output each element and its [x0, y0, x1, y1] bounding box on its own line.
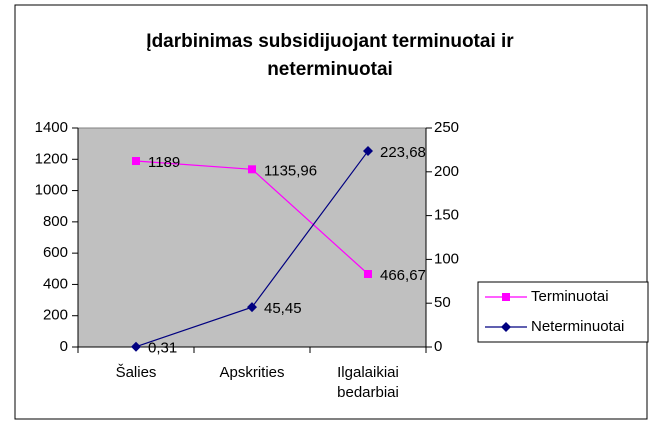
- data-label: 466,67: [380, 267, 426, 284]
- y2-tick-label: 200: [434, 163, 459, 180]
- y-tick-label: 1200: [35, 150, 68, 167]
- data-label: 1135,96: [264, 162, 317, 179]
- data-point: [363, 146, 373, 157]
- y2-tick-label: 100: [434, 250, 459, 267]
- legend-label: Neterminuotai: [531, 318, 624, 335]
- y-tick-label: 400: [43, 275, 68, 292]
- y2-tick-label: 0: [434, 338, 442, 355]
- x-tick-label: Ilgalaikiai bedarbiai: [337, 364, 399, 401]
- plot-area: [77, 127, 427, 348]
- data-label: 1189: [148, 154, 180, 171]
- data-label: 223,68: [380, 144, 426, 161]
- y2-tick-label: 150: [434, 207, 459, 224]
- data-point: [364, 269, 372, 278]
- y-tick-label: 800: [43, 213, 68, 230]
- y-tick-label: 600: [43, 244, 68, 261]
- y-tick-label: 1400: [35, 119, 68, 136]
- data-label: 45,45: [264, 300, 302, 317]
- y2-tick-label: 250: [434, 119, 459, 136]
- chart-title: Įdarbinimas subsidijuojant terminuotai i…: [146, 31, 514, 80]
- y-tick-label: 1000: [35, 182, 68, 199]
- legend-label: Terminuotai: [531, 288, 609, 305]
- legend-marker: [502, 293, 510, 301]
- data-point: [247, 302, 257, 313]
- data-label: 0,31: [148, 340, 177, 357]
- legend-box: [477, 281, 649, 343]
- x-tick-label: Šalies: [115, 364, 157, 381]
- y-tick-label: 200: [43, 307, 68, 324]
- data-point: [248, 165, 256, 174]
- x-tick-label: Apskrities: [219, 364, 285, 381]
- title-box: Įdarbinimas subsidijuojant terminuotai i…: [146, 31, 514, 80]
- y-tick-label: 0: [60, 338, 68, 355]
- y2-tick-label: 50: [434, 294, 451, 311]
- data-point: [132, 157, 140, 166]
- data-point: [131, 341, 141, 352]
- legend-marker: [501, 322, 511, 332]
